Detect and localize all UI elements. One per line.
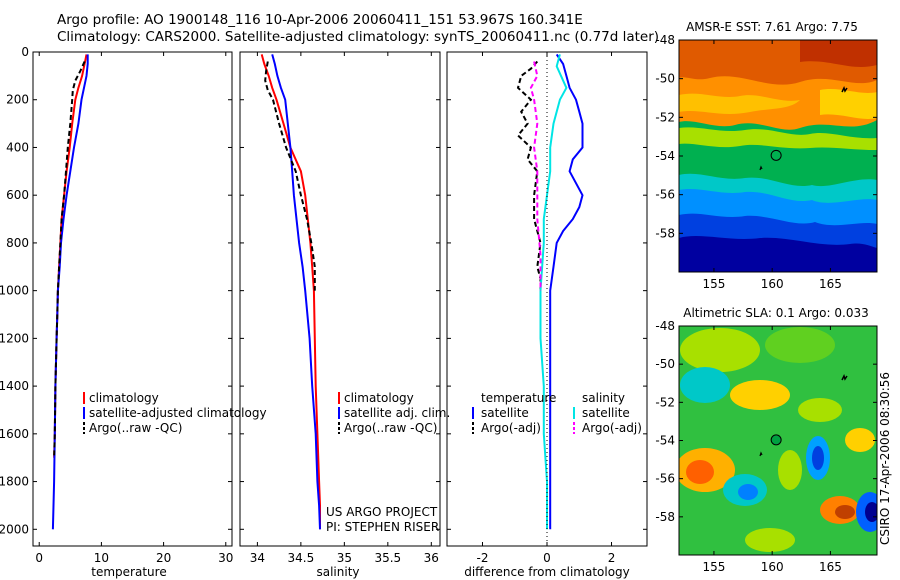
legend-header-temperature: temperature — [481, 391, 556, 405]
depth-tick-label: 200 — [6, 93, 29, 107]
legend-label: satellite — [582, 406, 630, 420]
depth-tick-label: 0 — [21, 45, 29, 59]
temperature-plot-frame — [32, 51, 233, 547]
difference-legend: temperature salinity satellite Argo(-adj… — [472, 391, 642, 435]
x-tick-label: 2 — [608, 551, 616, 565]
sst-map-axes: -48 -50 -52 -54 -56 -58 155 160 165 — [655, 33, 877, 291]
map-y-tick-label: -52 — [655, 110, 675, 124]
x-tick-label: 35.5 — [374, 551, 401, 565]
depth-tick-label: 1200 — [0, 331, 29, 345]
x-tick-label: 36 — [424, 551, 439, 565]
map-y-tick-label: -54 — [655, 434, 675, 448]
sst-argo-location-marker — [770, 149, 782, 161]
depth-axis: 0 200 400 600 800 1000 1200 1400 1600 1800 2000 — [0, 45, 647, 536]
pi-annotation: PI: STEPHEN RISER — [326, 520, 439, 534]
depth-tick-label: 2000 — [0, 522, 29, 536]
x-tick-label: -2 — [476, 551, 488, 565]
depth-tick-label: 1400 — [0, 379, 29, 393]
sla-heatmap — [679, 326, 877, 555]
temperature-series — [51, 54, 89, 530]
difference-series — [516, 53, 584, 530]
map-y-tick-label: -50 — [655, 357, 675, 371]
map-x-tick-label: 155 — [702, 277, 725, 291]
x-tick-label: 10 — [94, 551, 109, 565]
temperature-axis-label: temperature — [91, 565, 166, 579]
project-annotation: US ARGO PROJECT — [326, 505, 438, 519]
sst-float-track — [841, 86, 848, 93]
figure-title-line-1: Argo profile: AO 1900148_116 10-Apr-2006… — [57, 12, 583, 28]
legend-label: Argo(-adj) — [481, 421, 541, 435]
depth-tick-label: 800 — [6, 236, 29, 250]
map-x-tick-label: 155 — [702, 560, 725, 574]
map-y-tick-label: -58 — [655, 226, 675, 240]
sla-float-track — [841, 374, 848, 381]
map-x-tick-label: 165 — [819, 560, 842, 574]
series-line-satellite-adjusted-climatology — [51, 54, 89, 530]
map-y-tick-label: -48 — [655, 33, 675, 47]
x-tick-label: 34 — [250, 551, 265, 565]
series-line-salinity-satellite — [539, 54, 568, 530]
legend-label: climatology — [89, 391, 159, 405]
x-tick-label: 34.5 — [288, 551, 315, 565]
depth-tick-label: 600 — [6, 188, 29, 202]
legend-label: Argo(-adj) — [582, 421, 642, 435]
legend-label: satellite adj. clim. — [344, 406, 450, 420]
map-y-tick-label: -56 — [655, 472, 675, 486]
depth-tick-label: 400 — [6, 140, 29, 154]
map-x-tick-label: 160 — [761, 277, 784, 291]
map-y-tick-label: -58 — [655, 510, 675, 524]
map-y-tick-label: -48 — [655, 319, 675, 333]
sla-map-title: Altimetric SLA: 0.1 Argo: 0.033 — [683, 306, 868, 320]
x-tick-label: 0 — [35, 551, 43, 565]
x-tick-label: 30 — [218, 551, 233, 565]
x-tick-label: 20 — [156, 551, 171, 565]
x-tick-label: 0 — [543, 551, 551, 565]
sst-heatmap — [679, 40, 877, 272]
depth-tick-label: 1600 — [0, 427, 29, 441]
depth-tick-label: 1000 — [0, 284, 29, 298]
series-line-satellite-adj-clim- — [271, 54, 321, 530]
difference-axis-label: difference from climatology — [464, 565, 630, 579]
salinity-axis-label: salinity — [316, 565, 359, 579]
series-line-salinity-argo-adj- — [529, 61, 542, 291]
map-y-tick-label: -54 — [655, 149, 675, 163]
series-line-argo-raw-qc- — [53, 61, 86, 458]
csiro-timestamp: CSIRO 17-Apr-2006 08:30:56 — [878, 372, 892, 545]
figure-title-line-2: Climatology: CARS2000. Satellite-adjuste… — [57, 29, 660, 45]
series-line-temperature-argo-adj- — [516, 60, 542, 291]
legend-label: Argo(..raw -QC) — [89, 421, 182, 435]
sla-map-axes: -48 -50 -52 -54 -56 -58 155 160 165 — [655, 319, 877, 574]
map-y-tick-label: -56 — [655, 188, 675, 202]
sst-map-title: AMSR-E SST: 7.61 Argo: 7.75 — [686, 20, 858, 34]
series-line-temperature-satellite — [549, 53, 584, 530]
depth-tick-label: 1800 — [0, 475, 29, 489]
x-tick-label: 35 — [337, 551, 352, 565]
sst-float-track-2 — [759, 165, 763, 171]
temperature-legend: climatology satellite-adjusted climatolo… — [83, 391, 267, 435]
difference-plot-frame — [446, 51, 648, 547]
map-x-tick-label: 165 — [819, 277, 842, 291]
sla-float-track-2 — [759, 451, 763, 457]
map-y-tick-label: -50 — [655, 72, 675, 86]
map-x-tick-label: 160 — [761, 560, 784, 574]
x-axis-ticks: 0 10 20 30 34 34.5 35 35.5 36 -2 0 2 — [35, 52, 615, 565]
legend-label: satellite — [481, 406, 529, 420]
legend-label: satellite-adjusted climatology — [89, 406, 267, 420]
salinity-legend: climatology satellite adj. clim. Argo(..… — [338, 391, 450, 435]
legend-header-salinity: salinity — [582, 391, 625, 405]
salinity-series — [260, 54, 321, 530]
sla-argo-location-marker — [770, 434, 782, 446]
legend-label: Argo(..raw -QC) — [344, 421, 437, 435]
legend-label: climatology — [344, 391, 414, 405]
map-y-tick-label: -52 — [655, 395, 675, 409]
series-line-argo-raw-qc- — [264, 61, 316, 291]
salinity-plot-frame — [239, 51, 441, 547]
